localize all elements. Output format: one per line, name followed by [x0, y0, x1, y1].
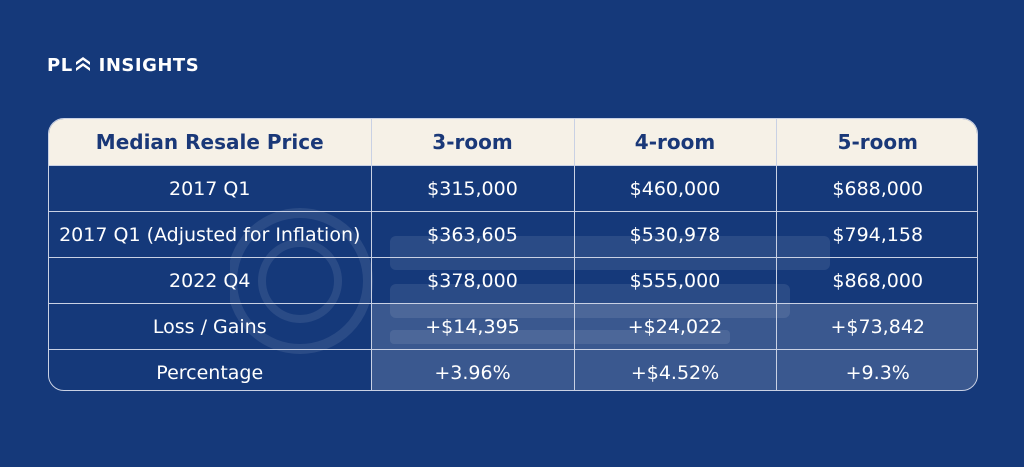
table-row: 2022 Q4 $378,000 $555,000 $868,000: [49, 257, 977, 304]
brand-logo: PL INSIGHTS: [47, 54, 199, 76]
cell-3-room: +3.96%: [371, 349, 575, 390]
cell-5-room: +9.3%: [776, 349, 977, 390]
roof-logo-icon: [75, 57, 90, 71]
header-median-resale-price: Median Resale Price: [49, 119, 372, 166]
cell-5-room: $688,000: [776, 165, 977, 212]
row-label: 2017 Q1: [49, 165, 372, 212]
table-header-row: Median Resale Price 3-room 4-room 5-room: [49, 119, 977, 166]
cell-4-room: $555,000: [574, 257, 777, 304]
cell-4-room: +$24,022: [574, 303, 777, 350]
row-label: Loss / Gains: [49, 303, 372, 350]
cell-4-room: $530,978: [574, 211, 777, 258]
row-label: Percentage: [49, 349, 372, 390]
cell-4-room: $460,000: [574, 165, 777, 212]
row-label: 2017 Q1 (Adjusted for Inflation): [49, 211, 372, 258]
cell-3-room: $315,000: [371, 165, 575, 212]
table-row: Loss / Gains +$14,395 +$24,022 +$73,842: [49, 303, 977, 350]
header-4-room: 4-room: [574, 119, 777, 166]
cell-5-room: $794,158: [776, 211, 977, 258]
table-row: Percentage +3.96% +$4.52% +9.3%: [49, 349, 977, 390]
price-table-container: Median Resale Price 3-room 4-room 5-room…: [48, 118, 978, 391]
header-5-room: 5-room: [776, 119, 977, 166]
cell-3-room: $363,605: [371, 211, 575, 258]
brand-suffix: INSIGHTS: [98, 54, 200, 76]
median-resale-price-table: Median Resale Price 3-room 4-room 5-room…: [49, 119, 977, 390]
brand-prefix: PL: [47, 54, 73, 76]
cell-5-room: $868,000: [776, 257, 977, 304]
header-3-room: 3-room: [371, 119, 575, 166]
cell-5-room: +$73,842: [776, 303, 977, 350]
cell-4-room: +$4.52%: [574, 349, 777, 390]
cell-3-room: +$14,395: [371, 303, 575, 350]
cell-3-room: $378,000: [371, 257, 575, 304]
table-row: 2017 Q1 $315,000 $460,000 $688,000: [49, 165, 977, 212]
table-row: 2017 Q1 (Adjusted for Inflation) $363,60…: [49, 211, 977, 258]
row-label: 2022 Q4: [49, 257, 372, 304]
